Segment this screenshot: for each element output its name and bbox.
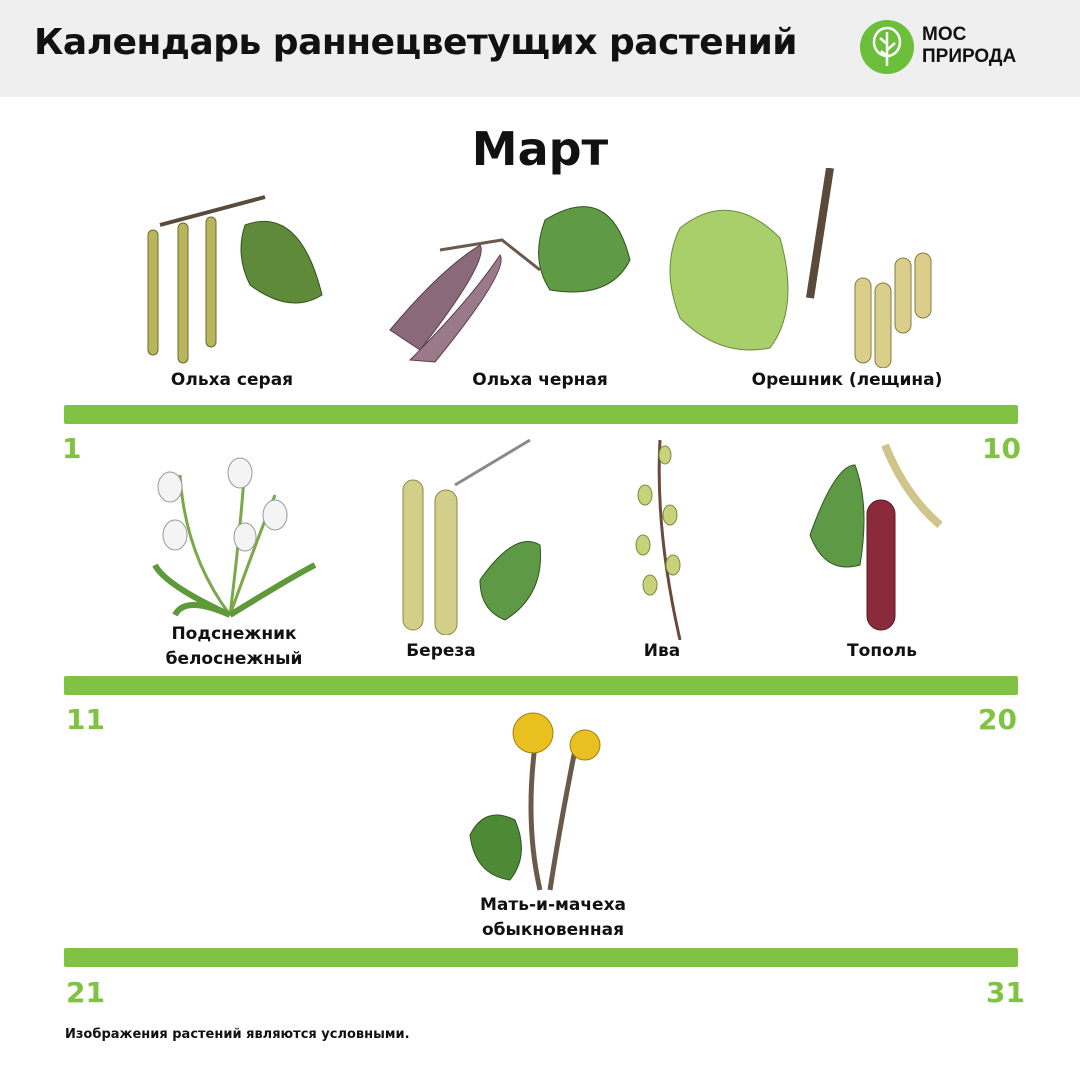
period-bar-1 xyxy=(64,405,1018,424)
period-bar-3 xyxy=(64,948,1018,967)
day-end-2: 20 xyxy=(978,703,1017,736)
coltsfoot-illustration xyxy=(469,712,601,891)
plant-label-alder-grey: Ольха серая xyxy=(170,370,294,390)
plant-label-snowdrop: Подснежник белоснежный xyxy=(165,624,303,669)
day-end-1: 10 xyxy=(982,432,1021,465)
period-bar-2 xyxy=(64,676,1018,695)
plant-label-birch: Береза xyxy=(406,641,476,661)
birch-illustration xyxy=(402,438,542,635)
hazel-illustration xyxy=(669,168,932,368)
day-start-1: 1 xyxy=(62,432,82,465)
footnote: Изображения растений являются условными. xyxy=(65,1027,410,1042)
header: Календарь раннецветущих растений МОС ПРИР… xyxy=(0,0,1080,97)
day-end-3: 31 xyxy=(986,976,1025,1009)
alder-black-illustration xyxy=(389,206,631,363)
plant-label-willow: Ива xyxy=(643,641,681,661)
willow-illustration xyxy=(635,440,682,640)
alder-grey-illustration xyxy=(147,195,323,364)
day-start-2: 11 xyxy=(66,703,105,736)
tree-icon xyxy=(860,20,914,74)
plant-label-coltsfoot: Мать-и-мачеха обыкновенная xyxy=(479,895,627,940)
logo-text: МОС ПРИРОДА xyxy=(922,24,1017,67)
poplar-illustration xyxy=(809,443,943,631)
plant-label-poplar: Тополь xyxy=(847,641,917,661)
day-start-3: 21 xyxy=(66,976,105,1009)
plant-label-alder-black: Ольха черная xyxy=(472,370,608,390)
page-title: Календарь раннецветущих растений xyxy=(34,22,798,63)
mospriroda-logo[interactable]: МОС ПРИРОДА xyxy=(860,20,1050,76)
plant-label-hazel: Орешник (лещина) xyxy=(751,370,943,390)
snowdrop-illustration xyxy=(152,457,317,618)
month-title: Март xyxy=(471,122,609,176)
